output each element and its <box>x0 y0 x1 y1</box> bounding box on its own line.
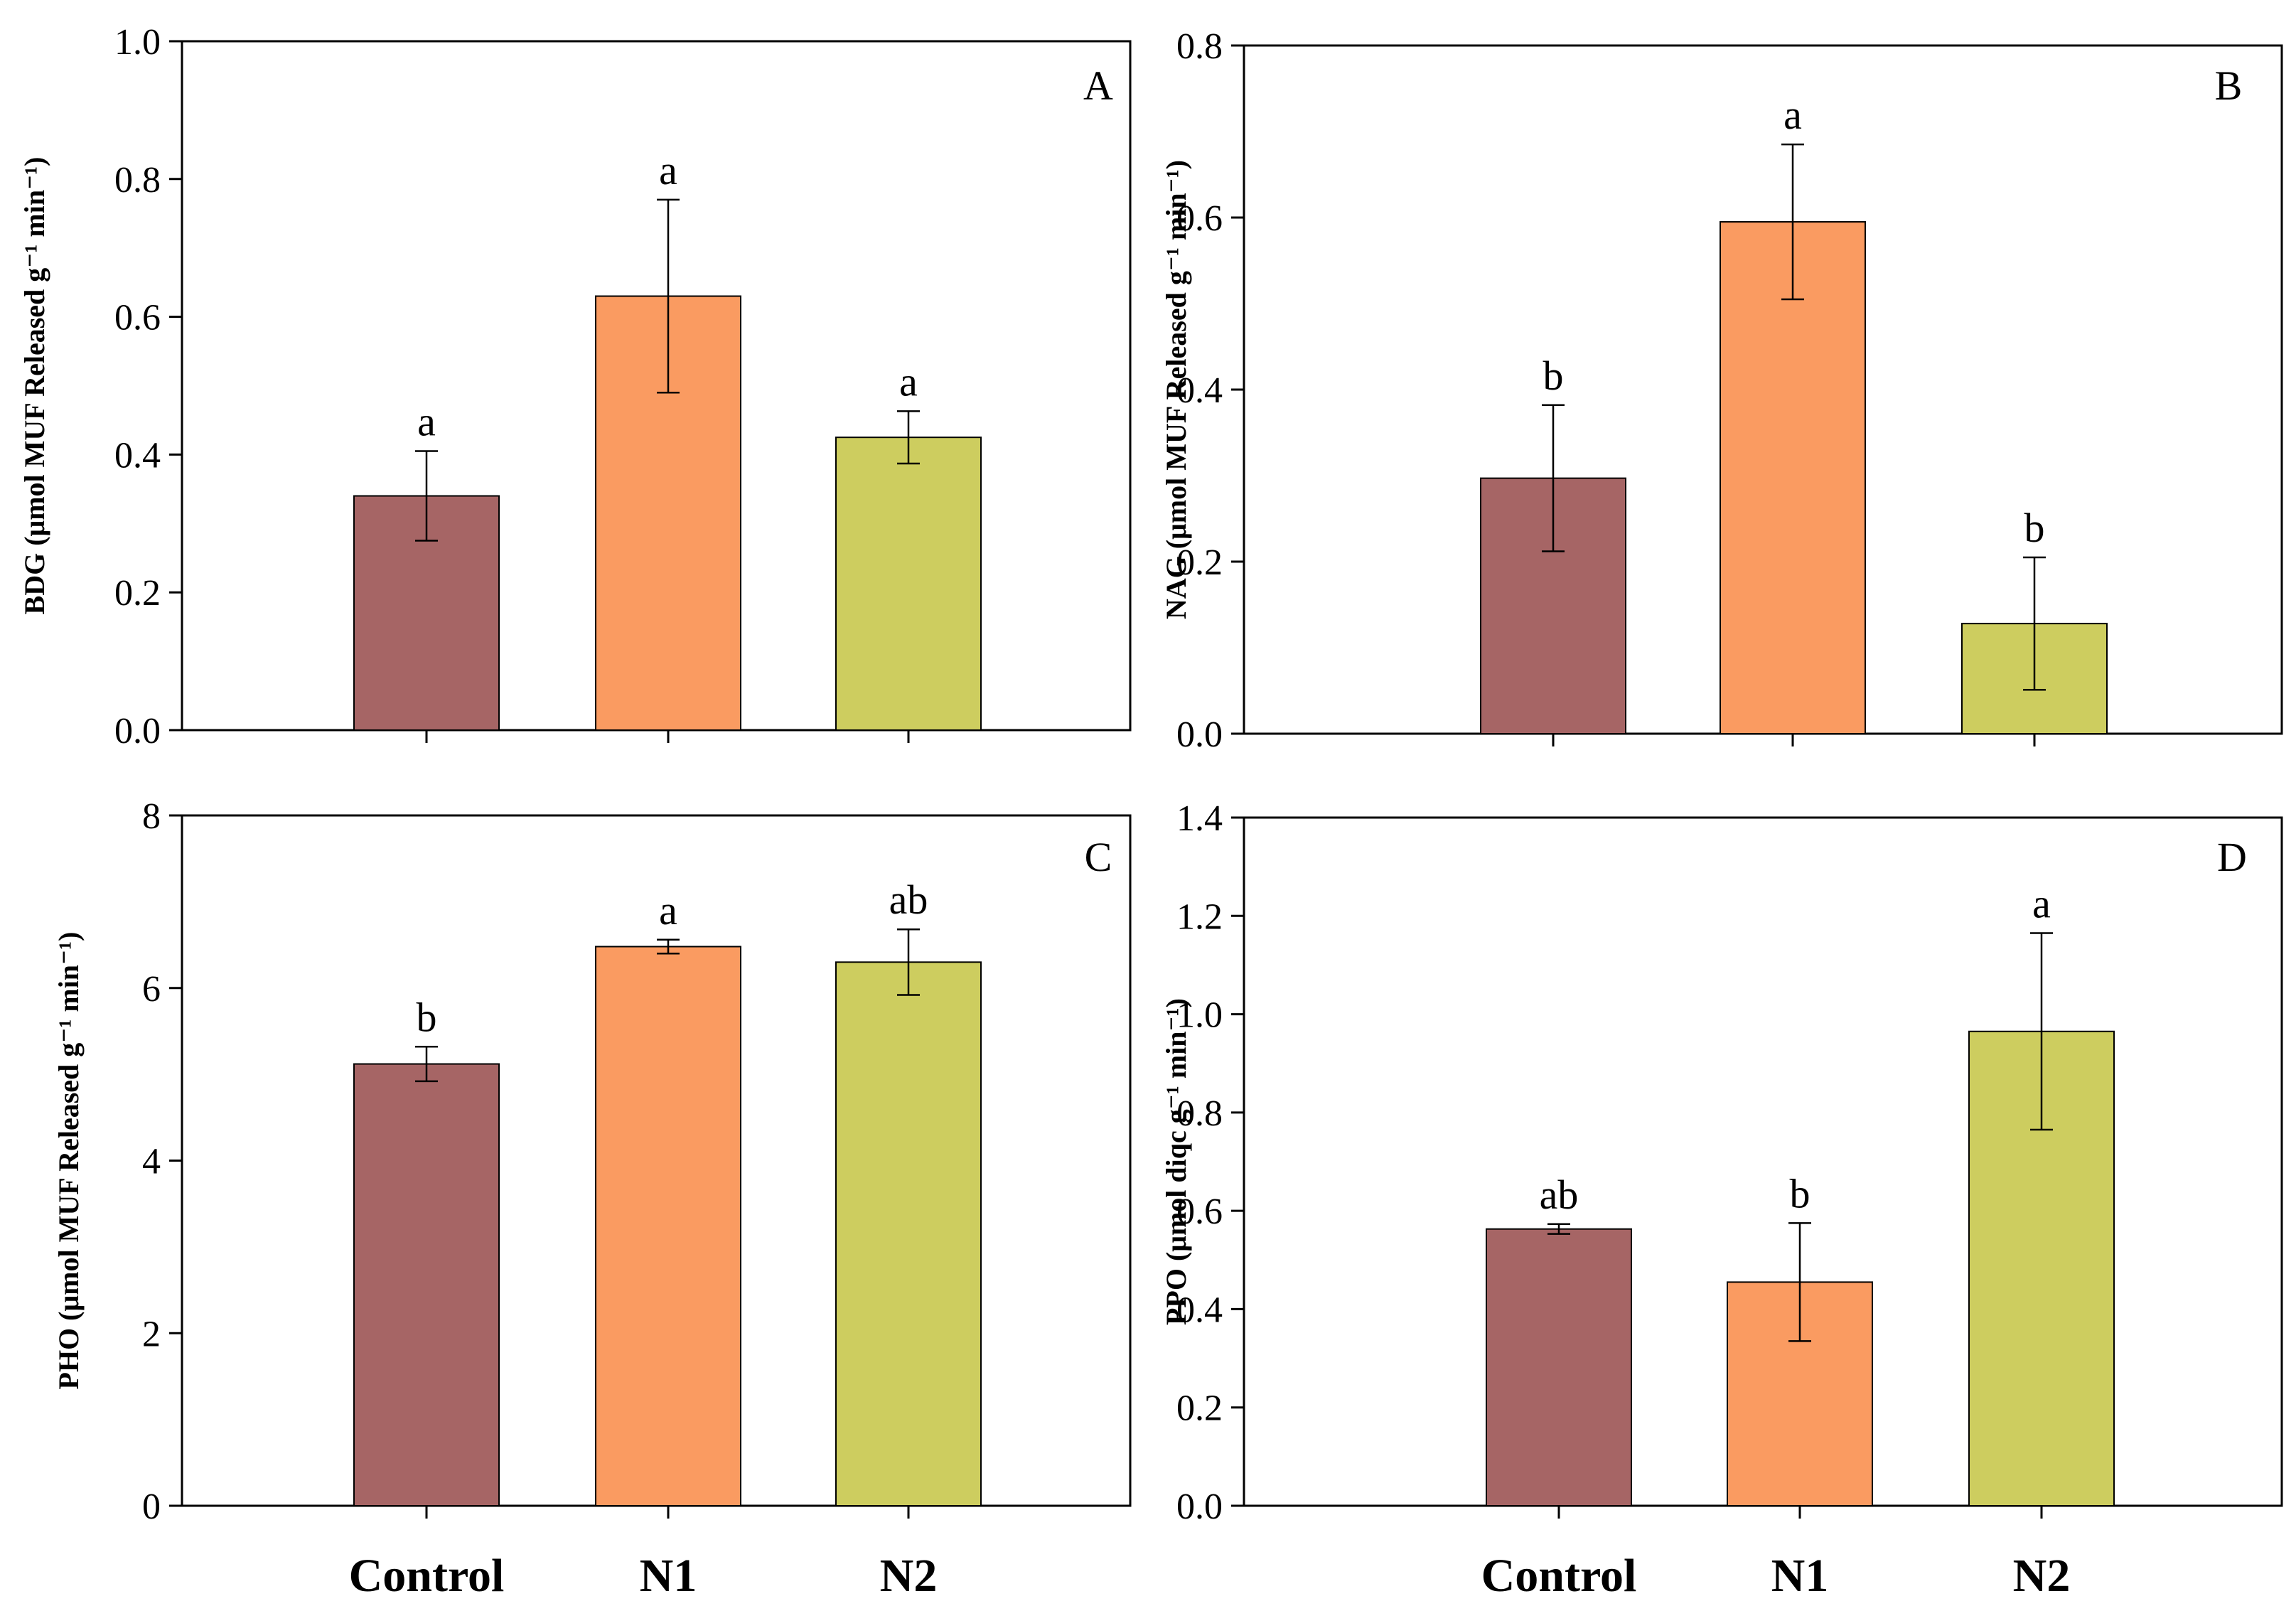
panel-d: 0.0 0.2 0.4 0.6 0.8 1.0 1.2 1.4 PPO (μmol diqc g… <box>1160 798 2283 1602</box>
significance-label: a <box>659 887 677 933</box>
y-axis-label: NAG (μmol MUF Released g⁻¹ min⁻¹) <box>1160 160 1192 619</box>
category-label: N2 <box>2013 1550 2071 1602</box>
panel-c: 0 2 4 6 8 PHO (μmol MUF Released g⁻¹ min⁻¹) Cb… <box>53 796 1132 1602</box>
y-tick-label: 0.8 <box>1176 26 1223 67</box>
y-tick-label: 0.4 <box>1176 1290 1223 1330</box>
significance-label: b <box>1790 1170 1810 1216</box>
y-tick-label: 1.2 <box>1176 896 1223 937</box>
panel-letter: C <box>1085 834 1112 880</box>
panel-b: 0.0 0.2 0.4 0.6 0.8 NAG (μmol MUF Released g⁻… <box>1160 26 2283 755</box>
y-tick-label: 0.8 <box>1176 1093 1223 1134</box>
significance-label: a <box>2032 880 2051 926</box>
y-tick-label: 1.0 <box>1176 995 1223 1036</box>
y-tick-label: 0.0 <box>114 711 161 751</box>
bar-control <box>1486 1228 1632 1506</box>
bar-n1 <box>595 946 741 1506</box>
y-tick-label: 6 <box>142 969 161 1010</box>
y-tick-label: 0.2 <box>1176 542 1223 583</box>
y-tick-label: 0.0 <box>1176 1487 1223 1527</box>
y-axis-label: PPO (μmol diqc g⁻¹ min⁻¹) <box>1160 998 1192 1325</box>
significance-label: b <box>1543 353 1564 399</box>
y-tick-label: 0 <box>142 1487 161 1527</box>
y-tick-label: 0.2 <box>114 573 161 614</box>
significance-label: b <box>2024 505 2045 551</box>
y-tick-label: 0.6 <box>114 298 161 338</box>
significance-label: b <box>417 994 437 1040</box>
y-tick-label: 0.4 <box>114 435 161 476</box>
panel-a: 0.0 0.2 0.4 0.6 0.8 1.0 BDG (μmol MUF Released… <box>18 22 1132 751</box>
category-label: N1 <box>640 1550 697 1602</box>
category-label: N1 <box>1771 1550 1829 1602</box>
y-tick-label: 8 <box>142 796 161 837</box>
bar-control <box>353 1063 500 1507</box>
category-label: Control <box>349 1550 505 1602</box>
bar-n1 <box>1720 221 1866 734</box>
significance-label: ab <box>889 877 928 923</box>
y-tick-label: 2 <box>142 1314 161 1354</box>
significance-label: a <box>1783 92 1802 138</box>
panel-letter: D <box>2217 834 2247 880</box>
panel-letter: A <box>1083 63 1113 109</box>
y-tick-label: 4 <box>142 1142 161 1182</box>
y-tick-label: 0.4 <box>1176 370 1223 411</box>
y-axis-label: PHO (μmol MUF Released g⁻¹ min⁻¹) <box>53 932 85 1390</box>
panel-letter: B <box>2215 63 2243 109</box>
y-tick-label: 0.6 <box>1176 198 1223 239</box>
bar-n2 <box>835 961 982 1506</box>
bar-n2 <box>835 437 982 731</box>
category-label: N2 <box>880 1550 938 1602</box>
y-axis-label: BDG (μmol MUF Released g⁻¹ min⁻¹) <box>18 157 50 615</box>
y-tick-label: 0.2 <box>1176 1388 1223 1429</box>
significance-label: a <box>659 147 677 193</box>
category-label: Control <box>1481 1550 1637 1602</box>
y-tick-label: 0.0 <box>1176 714 1223 755</box>
significance-label: a <box>899 358 918 405</box>
y-tick-label: 1.0 <box>114 22 161 63</box>
significance-label: a <box>417 399 436 445</box>
y-tick-label: 0.8 <box>114 160 161 200</box>
y-tick-label: 0.6 <box>1176 1192 1223 1232</box>
y-tick-label: 1.4 <box>1176 798 1223 839</box>
significance-label: ab <box>1540 1172 1579 1218</box>
